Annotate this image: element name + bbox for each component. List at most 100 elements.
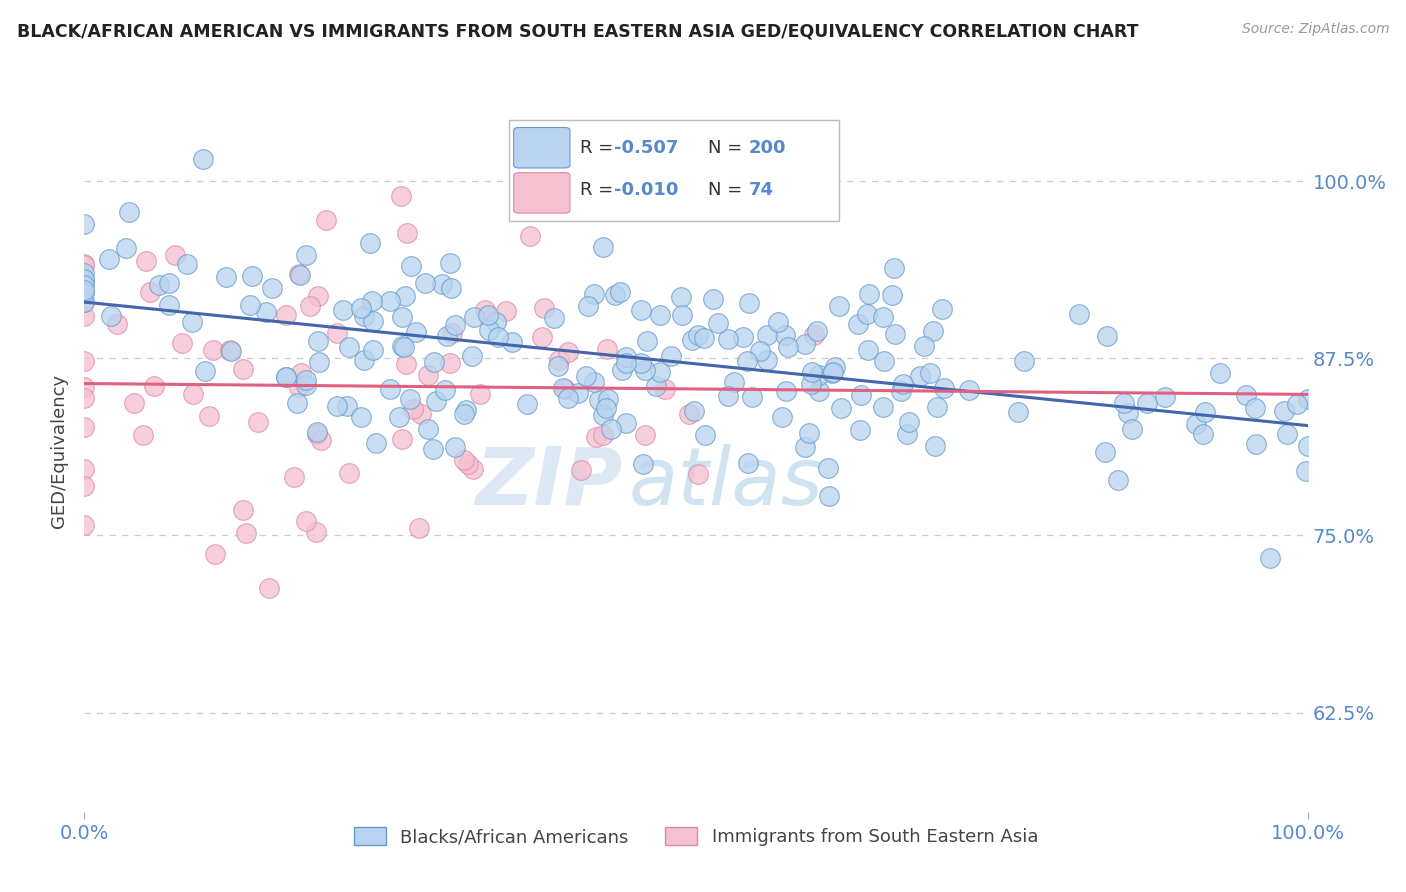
Point	[416, 422, 439, 436]
Point	[181, 315, 204, 329]
Text: Source: ZipAtlas.com: Source: ZipAtlas.com	[1241, 22, 1389, 37]
Point	[486, 330, 509, 344]
Point	[288, 380, 311, 394]
Point	[73, 310, 96, 324]
Point	[474, 303, 496, 318]
Point	[477, 308, 499, 322]
Point	[463, 462, 485, 476]
Point	[596, 392, 619, 407]
Point	[806, 324, 828, 338]
Point	[440, 281, 463, 295]
Point	[73, 420, 96, 434]
Point	[176, 257, 198, 271]
Point	[578, 299, 600, 313]
Point	[460, 349, 482, 363]
Point	[775, 384, 797, 399]
Point	[73, 354, 96, 368]
Point	[408, 521, 430, 535]
Point	[416, 368, 439, 382]
Point	[73, 479, 96, 493]
Point	[73, 257, 96, 271]
Point	[912, 338, 935, 352]
Point	[1112, 396, 1135, 410]
Point	[846, 317, 869, 331]
Point	[1153, 390, 1175, 404]
FancyBboxPatch shape	[513, 128, 569, 168]
Point	[797, 426, 820, 441]
Point	[436, 328, 458, 343]
Point	[516, 397, 538, 411]
Point	[717, 332, 740, 346]
Point	[395, 357, 418, 371]
Point	[305, 524, 328, 539]
Text: BLACK/AFRICAN AMERICAN VS IMMIGRANTS FROM SOUTH EASTERN ASIA GED/EQUIVALENCY COR: BLACK/AFRICAN AMERICAN VS IMMIGRANTS FRO…	[17, 22, 1139, 40]
Point	[557, 391, 579, 405]
Point	[592, 408, 614, 422]
Point	[485, 315, 508, 329]
Point	[614, 356, 637, 370]
Point	[394, 289, 416, 303]
Point	[202, 343, 225, 358]
Point	[957, 383, 980, 397]
Point	[803, 328, 825, 343]
Point	[413, 276, 436, 290]
Point	[439, 256, 461, 270]
Point	[337, 340, 360, 354]
Point	[142, 378, 165, 392]
Point	[463, 310, 485, 325]
Point	[193, 153, 215, 167]
Point	[678, 407, 700, 421]
Point	[353, 309, 375, 323]
Point	[873, 354, 896, 368]
Point	[609, 285, 631, 299]
Point	[931, 301, 953, 316]
Point	[73, 518, 96, 533]
Point	[276, 308, 298, 322]
Point	[858, 286, 880, 301]
Point	[1012, 353, 1035, 368]
Point	[920, 366, 942, 380]
Point	[824, 360, 846, 375]
Point	[650, 308, 672, 322]
Point	[755, 328, 778, 343]
Point	[100, 309, 122, 323]
Point	[73, 272, 96, 286]
Y-axis label: GED/Equivalency: GED/Equivalency	[51, 374, 69, 527]
Point	[1286, 397, 1309, 411]
Point	[533, 301, 555, 315]
Point	[880, 288, 903, 302]
Point	[353, 353, 375, 368]
Point	[693, 331, 716, 345]
Point	[401, 401, 423, 416]
Point	[456, 402, 478, 417]
Point	[73, 274, 96, 288]
Point	[1067, 307, 1090, 321]
Point	[793, 440, 815, 454]
Point	[247, 416, 270, 430]
Point	[73, 283, 96, 297]
Point	[896, 426, 918, 441]
Point	[131, 427, 153, 442]
Point	[409, 407, 432, 421]
Point	[165, 248, 187, 262]
Point	[361, 314, 384, 328]
Point	[924, 439, 946, 453]
Point	[849, 423, 872, 437]
Point	[614, 417, 637, 431]
Point	[73, 461, 96, 475]
Text: 74: 74	[748, 181, 773, 199]
Point	[650, 365, 672, 379]
Point	[1007, 405, 1029, 419]
Point	[311, 433, 333, 447]
Point	[695, 428, 717, 442]
Point	[659, 349, 682, 363]
Point	[884, 326, 907, 341]
Point	[395, 226, 418, 240]
Point	[405, 326, 427, 340]
Point	[204, 547, 226, 561]
Point	[295, 248, 318, 262]
Point	[387, 409, 409, 424]
Point	[925, 400, 948, 414]
Point	[325, 400, 347, 414]
Point	[553, 381, 575, 395]
